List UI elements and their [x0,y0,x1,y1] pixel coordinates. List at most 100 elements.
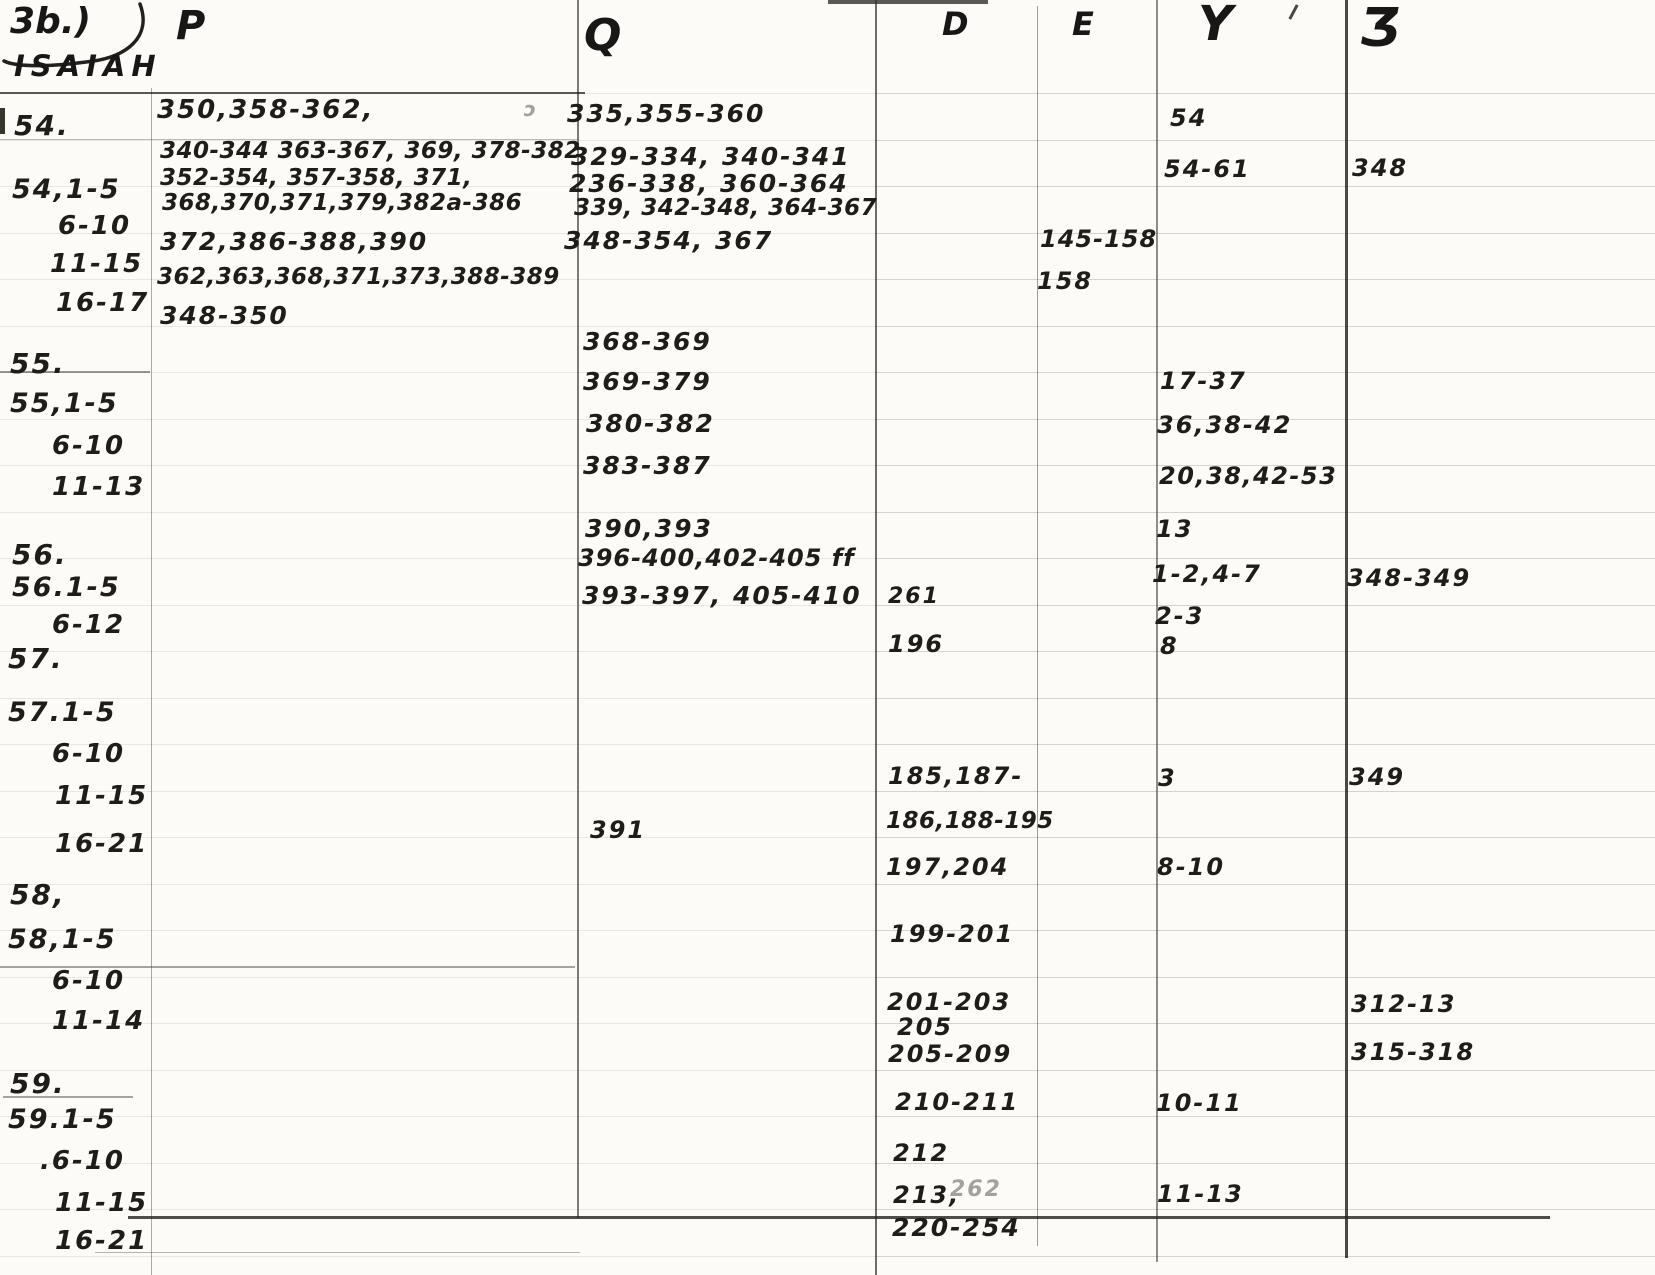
column-header-D: D [942,5,969,43]
column-rule [1156,0,1158,1262]
cell-Q-55-11-13: 383-387 [583,451,712,480]
row-label-58-6-10: 6-10 [52,966,126,996]
cell-P-54-1-5: 340-344 363-367, 369, 378-382 [160,138,581,164]
cell-Y-57-11-15: 3 [1158,764,1177,792]
cell-D-57-11-15: 185,187- [888,762,1024,790]
ruled-line [0,605,1655,606]
row-label-56: 56. [12,538,68,571]
cell-Q-54-1-5: 339, 342-348, 364-367 [574,195,878,221]
cell-D-59-6-10: 212 [893,1139,950,1167]
cell-D-58-1-5: 199-201 [890,920,1015,948]
ruled-line [0,884,1655,885]
row-label-59: 59. [10,1067,66,1100]
column-header-Q: Q [584,10,622,61]
ruled-line [0,977,1655,978]
ruled-line [0,1256,1655,1257]
cell-Y-59-11-15: 11-13 [1157,1180,1244,1208]
cell-D-58-11-14: 205-209 [888,1040,1013,1068]
ruled-line [0,791,1655,792]
row-label-57-6-10: 6-10 [52,739,126,769]
ruled-line [0,744,1655,745]
cell-Q-56: 390,393 [585,514,713,543]
cell-Y-56-1-5: 1-2,4-7 [1152,560,1262,588]
cell-Q-55-6-10: 380-382 [586,409,715,438]
row-label-59-1-5: 59.1-5 [8,1104,117,1135]
cell-Q-55-1-5: 369-379 [583,367,712,396]
row-rule [95,1252,580,1253]
cell-Q-54-1-5: 329-334, 340-341 [571,142,851,171]
cell-Q-54: 335,355-360 [567,99,766,128]
cell-P-54: ɔ [524,97,538,121]
ruled-line [0,558,1655,559]
row-label-55-6-10: 6-10 [52,431,126,461]
row-label-54-16-17: 16-17 [56,288,150,318]
cell-Y-56: 13 [1156,515,1194,543]
ruled-line [0,698,1655,699]
ruled-line [0,372,1655,373]
cell-Y-54: 54 [1170,104,1208,132]
row-rule [0,371,150,373]
row-rule [128,1216,1550,1219]
cell-Q-57-16-21: 391 [590,816,647,844]
column-header-Y: Y [1198,0,1233,52]
cell-Q-54-11-15: 348-354, 367 [564,226,774,255]
row-label-57: 57. [8,642,64,675]
ruled-line [0,93,1655,94]
row-label-56-1-5: 56.1-5 [12,572,121,603]
ruled-line [0,279,1655,280]
cell-E-54-11-15: 145-158 [1040,225,1158,253]
row-label-54-1-5: 54,1-5 [12,174,121,205]
cell-Z-54-1-5: 348 [1352,154,1409,182]
column-rule [875,0,877,1275]
row-label-59-6-10: .6-10 [40,1146,125,1176]
column-header-E: E [1072,5,1094,43]
cell-Z-56-1-5: 348-349 [1347,564,1472,592]
row-label-58-1-5: 58,1-5 [8,924,117,955]
cell-D-58: 197,204 [886,853,1010,881]
cell-D-59-11-15: 213, [893,1181,961,1209]
row-label-55-1-5: 55,1-5 [10,388,119,419]
ruled-line [0,465,1655,466]
cell-Y-59-1-5: 10-11 [1156,1089,1243,1117]
ruled-line [0,837,1655,838]
cell-Y-58: 8-10 [1157,853,1226,881]
ruled-line [0,1023,1655,1024]
ruled-line [0,186,1655,187]
ruled-line [0,930,1655,931]
row-label-58-11-14: 11-14 [52,1006,146,1036]
cell-P-55: 348-350 [160,301,289,330]
column-rule [1037,6,1038,1246]
cell-Y-54-1-5: 54-61 [1164,155,1251,183]
cell-E-54-16-17: 158 [1037,267,1094,295]
ruled-line [0,512,1655,513]
row-label-58: 58, [10,878,66,911]
pen-tick-mark [1288,4,1299,20]
ruled-line [0,1163,1655,1164]
ruled-line [0,1209,1655,1210]
book-title: ISAIAH [14,49,162,83]
column-rule [151,88,152,1275]
cell-Z-58-11-14: 315-318 [1351,1038,1476,1066]
title-flourish-stroke [2,2,145,68]
ruled-line [0,419,1655,420]
row-rule [828,0,988,4]
row-label-59-16-21: 16-21 [55,1226,149,1256]
cell-Q-55: 368-369 [583,327,712,356]
page-number-label: 3b.) [10,1,91,42]
row-label-57-16-21: 16-21 [55,829,149,859]
column-rule [1345,0,1348,1258]
cell-Y-57: 8 [1160,632,1179,660]
cell-D-57-16-21: 186,188-195 [886,808,1054,834]
ruled-line [0,326,1655,327]
row-label-57-11-15: 11-15 [55,781,149,811]
cell-Y-55-6-10: 36,38-42 [1157,411,1293,439]
row-rule [0,966,575,968]
cell-D-59-1-5: 210-211 [895,1088,1020,1116]
row-label-55-11-13: 11-13 [52,472,146,502]
cell-P-54-6-10: 368,370,371,379,382a-386 [162,190,523,216]
row-label-56-6-12: 6-12 [52,610,126,640]
cell-Q-54-1-5: 236-338, 360-364 [569,169,849,198]
ruled-line [0,1116,1655,1117]
cell-D-59-11-15: 262 [950,1177,1002,1202]
